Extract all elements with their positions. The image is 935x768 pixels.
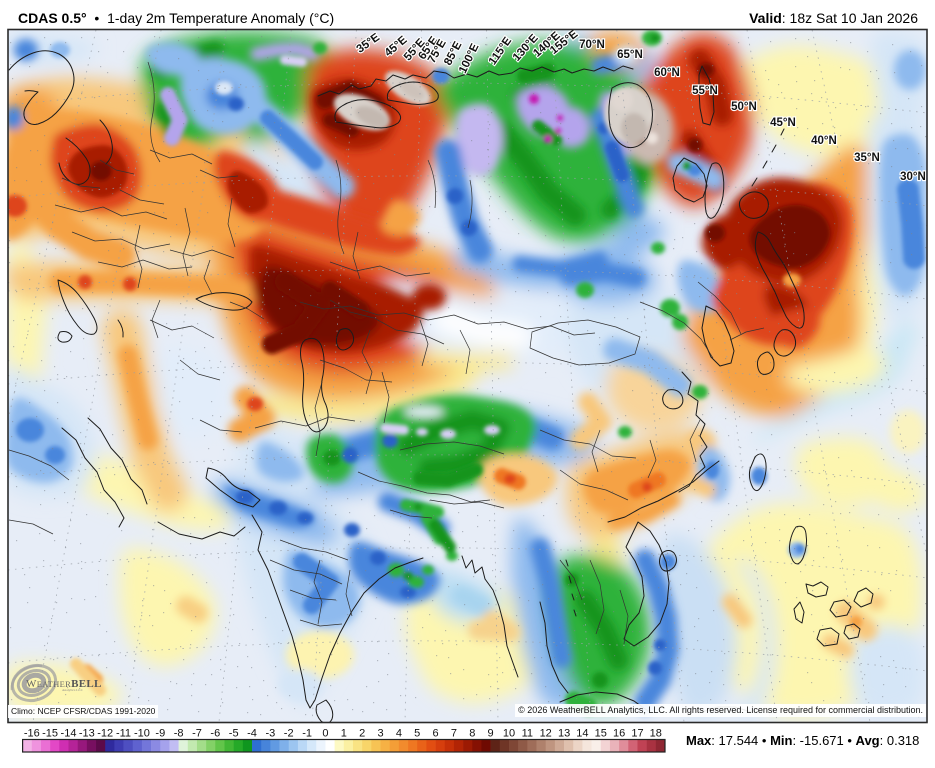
svg-text:5: 5 [414, 728, 420, 740]
svg-text:11: 11 [522, 728, 533, 740]
svg-text:-12: -12 [97, 728, 113, 740]
svg-text:Analytics LLC: Analytics LLC [62, 688, 84, 692]
svg-text:-16: -16 [24, 728, 40, 740]
svg-text:-1: -1 [302, 728, 312, 740]
svg-text:6: 6 [433, 728, 439, 740]
svg-text:14: 14 [576, 728, 588, 740]
svg-text:18: 18 [650, 728, 662, 740]
svg-text:WEATHERBELL: WEATHERBELL [26, 678, 102, 690]
svg-text:7: 7 [451, 728, 457, 740]
svg-text:-2: -2 [284, 728, 294, 740]
svg-text:-8: -8 [174, 728, 184, 740]
svg-text:65°N: 65°N [617, 49, 643, 61]
svg-text:4: 4 [396, 728, 402, 740]
svg-text:35°N: 35°N [854, 152, 880, 164]
svg-text:16: 16 [613, 728, 625, 740]
svg-text:70°N: 70°N [579, 39, 605, 51]
svg-text:9: 9 [488, 728, 494, 740]
svg-text:-7: -7 [192, 728, 202, 740]
svg-text:-10: -10 [134, 728, 150, 740]
svg-text:8: 8 [469, 728, 475, 740]
svg-text:-11: -11 [116, 728, 131, 740]
svg-text:0: 0 [322, 728, 328, 740]
svg-text:50°N: 50°N [731, 101, 757, 113]
svg-text:13: 13 [558, 728, 570, 740]
svg-text:12: 12 [540, 728, 552, 740]
svg-text:10: 10 [503, 728, 515, 740]
svg-text:-14: -14 [61, 728, 77, 740]
svg-text:-5: -5 [229, 728, 239, 740]
svg-text:17: 17 [631, 728, 643, 740]
svg-text:45°N: 45°N [770, 117, 796, 129]
svg-text:40°N: 40°N [811, 135, 837, 147]
svg-text:1: 1 [341, 728, 347, 740]
svg-text:-13: -13 [79, 728, 95, 740]
svg-text:-3: -3 [266, 728, 276, 740]
svg-text:60°N: 60°N [654, 67, 680, 79]
svg-text:15: 15 [595, 728, 607, 740]
svg-text:3: 3 [377, 728, 383, 740]
svg-text:-15: -15 [42, 728, 58, 740]
svg-text:55°N: 55°N [692, 85, 718, 97]
svg-text:2: 2 [359, 728, 365, 740]
svg-text:-4: -4 [247, 728, 257, 740]
svg-text:-9: -9 [155, 728, 165, 740]
svg-text:30°N: 30°N [900, 171, 926, 183]
svg-text:-6: -6 [210, 728, 220, 740]
